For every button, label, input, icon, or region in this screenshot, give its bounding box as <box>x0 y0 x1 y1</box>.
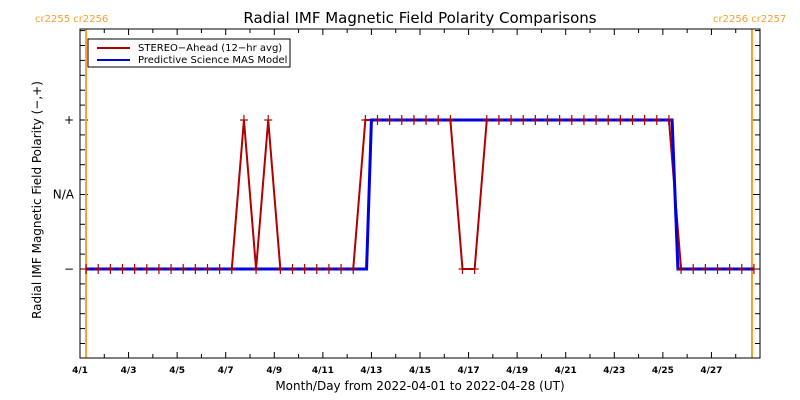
data-point-stereo <box>337 264 346 274</box>
data-point-stereo <box>264 115 273 125</box>
data-point-stereo <box>312 264 321 274</box>
data-point-stereo <box>324 264 333 274</box>
carrington-rotation-label: cr2255 cr2256 <box>35 14 108 25</box>
x-tick-label: 4/5 <box>169 366 185 376</box>
data-point-stereo <box>118 264 127 274</box>
data-point-stereo <box>689 264 698 274</box>
series-layer <box>82 115 758 274</box>
data-point-stereo <box>142 264 151 274</box>
data-point-stereo <box>397 115 406 125</box>
data-point-stereo <box>191 264 200 274</box>
legend-label-mas-model: Predictive Science MAS Model <box>138 55 287 66</box>
data-point-stereo <box>94 264 103 274</box>
data-point-stereo <box>470 264 479 274</box>
data-point-stereo <box>494 115 503 125</box>
data-point-stereo <box>616 115 625 125</box>
x-tick-label: 4/25 <box>652 366 674 376</box>
y-tick-label: + <box>64 113 74 127</box>
data-point-stereo <box>507 115 516 125</box>
data-point-stereo <box>361 115 370 125</box>
data-point-stereo <box>288 264 297 274</box>
x-axis-title: Month/Day from 2022-04-01 to 2022-04-28 … <box>275 379 564 393</box>
data-point-stereo <box>227 264 236 274</box>
carrington-rotation-label: cr2256 cr2257 <box>713 14 786 25</box>
y-axis-title: Radial IMF Magnetic Field Polarity (−,+) <box>30 81 44 319</box>
data-point-stereo <box>567 115 576 125</box>
data-point-stereo <box>252 264 261 274</box>
data-point-stereo <box>677 264 686 274</box>
plot-frame <box>79 28 761 359</box>
x-tick-label: 4/7 <box>218 366 234 376</box>
data-point-stereo <box>179 264 188 274</box>
data-point-stereo <box>458 264 467 274</box>
carrington-lines <box>85 29 753 358</box>
data-point-stereo <box>592 115 601 125</box>
data-point-stereo <box>519 115 528 125</box>
data-point-stereo <box>409 115 418 125</box>
x-tick-label: 4/23 <box>603 366 625 376</box>
data-point-stereo <box>713 264 722 274</box>
y-tick-label: − <box>64 262 74 276</box>
series-line-mas-model <box>86 118 754 271</box>
data-point-stereo <box>300 264 309 274</box>
data-point-stereo <box>203 264 212 274</box>
x-tick-label: 4/3 <box>121 366 137 376</box>
data-point-stereo <box>130 264 139 274</box>
data-point-stereo <box>604 115 613 125</box>
data-point-stereo <box>737 264 746 274</box>
data-point-stereo <box>555 115 564 125</box>
x-tick-labels: 4/1 4/3 4/5 4/7 4/9 4/11 4/13 4/15 4/17 4/19 4/21 4… <box>72 366 722 376</box>
data-point-stereo <box>154 264 163 274</box>
data-point-stereo <box>531 115 540 125</box>
data-point-stereo <box>664 115 673 125</box>
series-line-stereo-ahead <box>86 119 754 270</box>
x-tick-label: 4/27 <box>700 366 722 376</box>
x-tick-label: 4/9 <box>266 366 282 376</box>
data-point-stereo <box>543 115 552 125</box>
data-point-stereo <box>725 264 734 274</box>
x-tick-label: 4/1 <box>72 366 88 376</box>
data-point-stereo <box>82 264 91 274</box>
data-point-stereo <box>373 115 382 125</box>
data-point-stereo <box>239 115 248 125</box>
data-point-stereo <box>640 115 649 125</box>
y-tick-labels: + N/A − <box>53 113 75 276</box>
legend-label-stereo: STEREO−Ahead (12−hr avg) <box>138 43 282 54</box>
data-point-stereo <box>276 264 285 274</box>
x-tick-label: 4/13 <box>360 366 382 376</box>
axis-ticks <box>79 29 761 358</box>
data-point-stereo <box>579 115 588 125</box>
x-tick-label: 4/19 <box>506 366 528 376</box>
data-point-stereo <box>446 115 455 125</box>
chart-title: Radial IMF Magnetic Field Polarity Compa… <box>243 9 596 27</box>
data-point-stereo <box>652 115 661 125</box>
data-point-stereo <box>422 115 431 125</box>
legend: STEREO−Ahead (12−hr avg) Predictive Scie… <box>87 38 291 68</box>
data-point-stereo <box>349 264 358 274</box>
data-point-stereo <box>482 115 491 125</box>
y-tick-label: N/A <box>53 188 75 202</box>
x-tick-label: 4/17 <box>458 366 480 376</box>
x-tick-label: 4/15 <box>409 366 431 376</box>
data-point-stereo <box>434 115 443 125</box>
x-tick-label: 4/21 <box>555 366 577 376</box>
data-point-stereo <box>628 115 637 125</box>
legend-box <box>87 38 291 68</box>
data-point-stereo <box>167 264 176 274</box>
carrington-labels: cr2255 cr2256 cr2256 cr2257 <box>35 14 786 25</box>
data-point-stereo <box>749 264 758 274</box>
data-point-stereo <box>701 264 710 274</box>
data-point-stereo <box>215 264 224 274</box>
x-tick-label: 4/11 <box>312 366 334 376</box>
data-point-stereo <box>106 264 115 274</box>
data-point-stereo <box>385 115 394 125</box>
